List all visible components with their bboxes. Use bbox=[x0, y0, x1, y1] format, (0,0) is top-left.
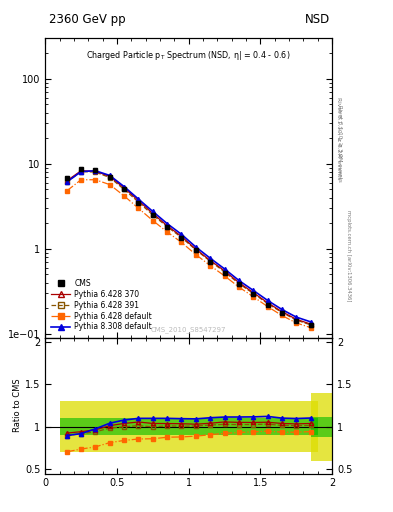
Bar bbox=[174, 401, 189, 452]
Text: Rivet 3.1.10, ≥ 3.2M events: Rivet 3.1.10, ≥ 3.2M events bbox=[337, 105, 342, 182]
Bar bbox=[189, 418, 203, 435]
Bar bbox=[174, 418, 189, 435]
Bar bbox=[103, 418, 117, 435]
Bar bbox=[103, 401, 117, 452]
Bar bbox=[117, 418, 131, 435]
Text: NSD: NSD bbox=[305, 13, 330, 26]
Bar bbox=[275, 401, 289, 452]
Bar bbox=[310, 417, 332, 437]
Bar bbox=[60, 418, 74, 435]
Bar bbox=[203, 418, 217, 435]
Text: CMS_2010_S8547297: CMS_2010_S8547297 bbox=[151, 326, 226, 333]
Bar bbox=[289, 401, 303, 452]
Bar bbox=[160, 401, 174, 452]
Bar bbox=[232, 418, 246, 435]
Bar bbox=[88, 401, 103, 452]
Text: 2360 GeV pp: 2360 GeV pp bbox=[49, 13, 126, 26]
Bar bbox=[261, 401, 275, 452]
Text: mcplots.cern.ch [arXiv:1306.3436]: mcplots.cern.ch [arXiv:1306.3436] bbox=[346, 210, 351, 302]
Bar bbox=[60, 401, 74, 452]
Bar bbox=[74, 418, 88, 435]
Bar bbox=[303, 418, 318, 435]
Legend: CMS, Pythia 6.428 370, Pythia 6.428 391, Pythia 6.428 default, Pythia 8.308 defa: CMS, Pythia 6.428 370, Pythia 6.428 391,… bbox=[49, 276, 154, 334]
Bar bbox=[289, 418, 303, 435]
Bar bbox=[232, 401, 246, 452]
Bar bbox=[246, 418, 261, 435]
Bar bbox=[203, 401, 217, 452]
Bar bbox=[117, 401, 131, 452]
Bar bbox=[275, 418, 289, 435]
Bar bbox=[246, 401, 261, 452]
Bar bbox=[160, 418, 174, 435]
Bar bbox=[310, 393, 332, 461]
Text: Charged Particle $\mathregular{p_T}$ Spectrum (NSD, $\mathregular{\eta}$| = 0.4 : Charged Particle $\mathregular{p_T}$ Spe… bbox=[86, 49, 291, 62]
Bar bbox=[261, 418, 275, 435]
Bar bbox=[217, 401, 232, 452]
Bar bbox=[217, 418, 232, 435]
Bar bbox=[145, 418, 160, 435]
Bar bbox=[74, 401, 88, 452]
Bar bbox=[131, 418, 145, 435]
Text: Rivet 3.1.10, ≥ 3.2M events: Rivet 3.1.10, ≥ 3.2M events bbox=[336, 97, 341, 180]
Y-axis label: Ratio to CMS: Ratio to CMS bbox=[13, 379, 22, 433]
Bar bbox=[303, 401, 318, 452]
Bar bbox=[88, 418, 103, 435]
Bar bbox=[145, 401, 160, 452]
Bar bbox=[189, 401, 203, 452]
Bar bbox=[131, 401, 145, 452]
